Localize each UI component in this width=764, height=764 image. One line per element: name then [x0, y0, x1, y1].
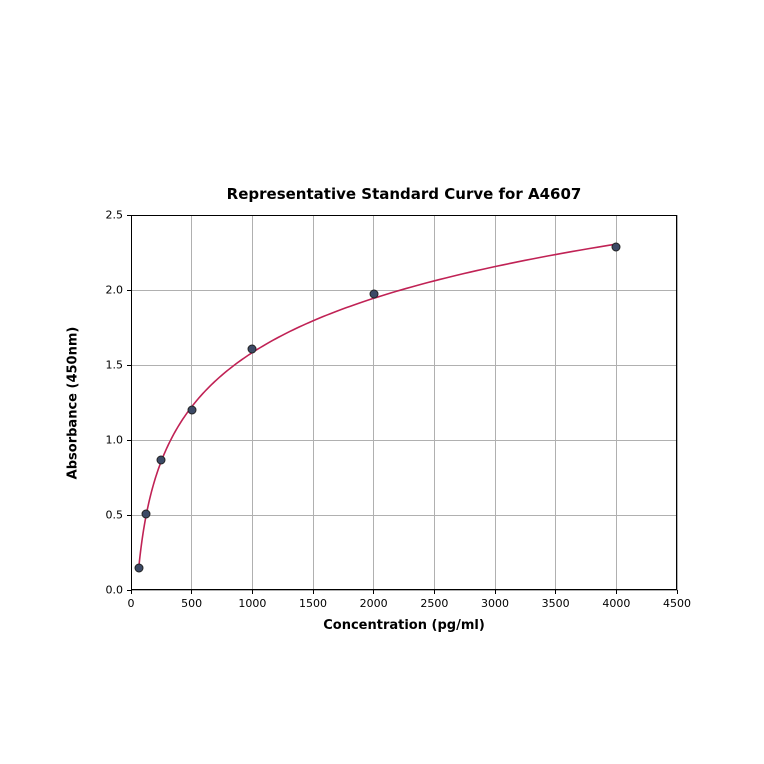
data-point-marker	[157, 455, 166, 464]
data-point-marker	[134, 563, 143, 572]
fitted-curve	[0, 0, 764, 764]
data-point-marker	[369, 290, 378, 299]
data-point-marker	[248, 344, 257, 353]
chart-canvas: Representative Standard Curve for A4607 …	[0, 0, 764, 764]
data-point-marker	[187, 405, 196, 414]
data-point-marker	[142, 510, 151, 519]
data-point-marker	[612, 242, 621, 251]
